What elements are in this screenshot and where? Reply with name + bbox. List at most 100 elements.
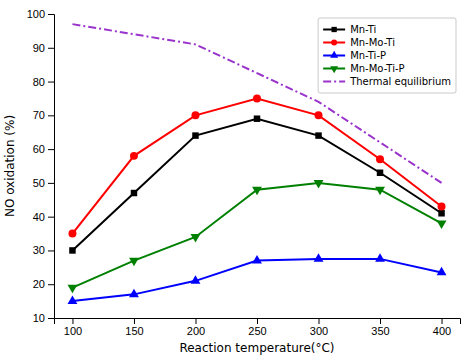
series	[72, 24, 441, 183]
marker	[252, 187, 262, 196]
legend-marker	[331, 27, 336, 32]
legend-item: Mn-Mo-Ti-P	[323, 63, 404, 74]
tick-mark	[48, 14, 54, 15]
tick-label: 250	[248, 325, 266, 337]
tick-mark	[380, 318, 381, 324]
legend-marker	[330, 51, 338, 58]
legend-item: Mn-Mo-Ti	[323, 37, 395, 48]
tick-mark	[48, 250, 54, 251]
line	[72, 98, 441, 233]
tick-label: 100	[64, 325, 82, 337]
series	[68, 94, 445, 237]
series-group	[68, 24, 447, 304]
tick-mark	[48, 48, 54, 49]
chart: 1001502002503003504001020304050607080901…	[0, 0, 474, 360]
legend: Mn-Ti Mn-Mo-Ti Mn-Ti-P Mn-Mo-Ti-P Thermal eq…	[318, 18, 456, 93]
tick-label: 90	[33, 42, 45, 54]
marker	[191, 275, 201, 284]
series	[68, 253, 447, 304]
axis-line	[48, 15, 55, 319]
y-axis-title: NO oxidation (%)	[3, 115, 17, 217]
legend-label: Mn-Mo-Ti-P	[350, 63, 404, 74]
tick-label: 70	[33, 109, 45, 121]
legend-item: Mn-Ti	[323, 24, 376, 35]
tick-label: 200	[187, 325, 205, 337]
series	[69, 115, 445, 253]
y-axis: 102030405060708090100	[27, 8, 55, 324]
tick-label: 50	[33, 177, 45, 189]
tick-mark	[257, 318, 258, 324]
tick: 50	[33, 177, 54, 189]
marker	[438, 203, 446, 211]
marker	[252, 255, 262, 264]
marker	[375, 187, 385, 196]
tick: 300	[310, 318, 328, 337]
tick-mark	[72, 318, 73, 324]
marker	[191, 111, 199, 119]
tick: 70	[33, 109, 54, 121]
tick-label: 100	[27, 8, 45, 20]
marker	[192, 132, 198, 138]
marker	[314, 253, 324, 262]
marker	[314, 180, 324, 189]
legend-marker	[331, 40, 337, 46]
legend-label: Mn-Mo-Ti	[350, 37, 395, 48]
marker	[437, 267, 447, 276]
tick-mark	[48, 183, 54, 184]
tick-mark	[48, 82, 54, 83]
tick-label: 20	[33, 278, 45, 290]
line	[72, 119, 441, 251]
tick: 400	[433, 318, 451, 337]
marker	[377, 170, 383, 176]
tick: 250	[248, 318, 266, 337]
tick-label: 40	[33, 211, 45, 223]
marker	[375, 253, 385, 262]
legend-label: Mn-Ti	[350, 24, 376, 35]
tick-label: 10	[33, 312, 45, 324]
marker	[254, 115, 260, 121]
legend-label: Thermal equilibrium	[349, 76, 451, 87]
tick-label: 350	[371, 325, 389, 337]
marker	[376, 155, 384, 163]
tick: 20	[33, 278, 54, 290]
marker	[437, 221, 447, 230]
tick-mark	[48, 149, 54, 150]
legend-swatch	[323, 81, 345, 83]
axis-line	[55, 319, 461, 325]
line	[72, 183, 441, 288]
marker	[438, 210, 444, 216]
marker	[315, 111, 323, 119]
tick-mark	[48, 115, 54, 116]
legend-item: Thermal equilibrium	[323, 76, 451, 87]
tick: 150	[125, 318, 143, 337]
marker	[68, 230, 76, 238]
marker	[315, 132, 321, 138]
tick-label: 150	[125, 325, 143, 337]
tick-label: 400	[433, 325, 451, 337]
tick: 40	[33, 211, 54, 223]
marker	[129, 258, 139, 267]
legend-box	[318, 18, 456, 93]
marker	[131, 190, 137, 196]
tick-mark	[134, 318, 135, 324]
tick-label: 30	[33, 244, 45, 256]
marker	[68, 285, 78, 294]
marker	[129, 289, 139, 298]
tick: 30	[33, 244, 54, 256]
tick-mark	[442, 318, 443, 324]
marker	[253, 94, 261, 102]
legend-label: Mn-Ti-P	[350, 50, 386, 61]
legend-item: Mn-Ti-P	[323, 50, 386, 61]
marker	[191, 234, 201, 243]
tick: 10	[33, 312, 54, 324]
tick: 100	[27, 8, 54, 20]
legend-marker	[330, 66, 338, 73]
tick-mark	[48, 318, 54, 319]
line	[72, 259, 441, 301]
tick: 90	[33, 42, 54, 54]
tick-label: 60	[33, 143, 45, 155]
tick: 100	[64, 318, 82, 337]
tick: 350	[371, 318, 389, 337]
tick: 60	[33, 143, 54, 155]
tick-mark	[195, 318, 196, 324]
